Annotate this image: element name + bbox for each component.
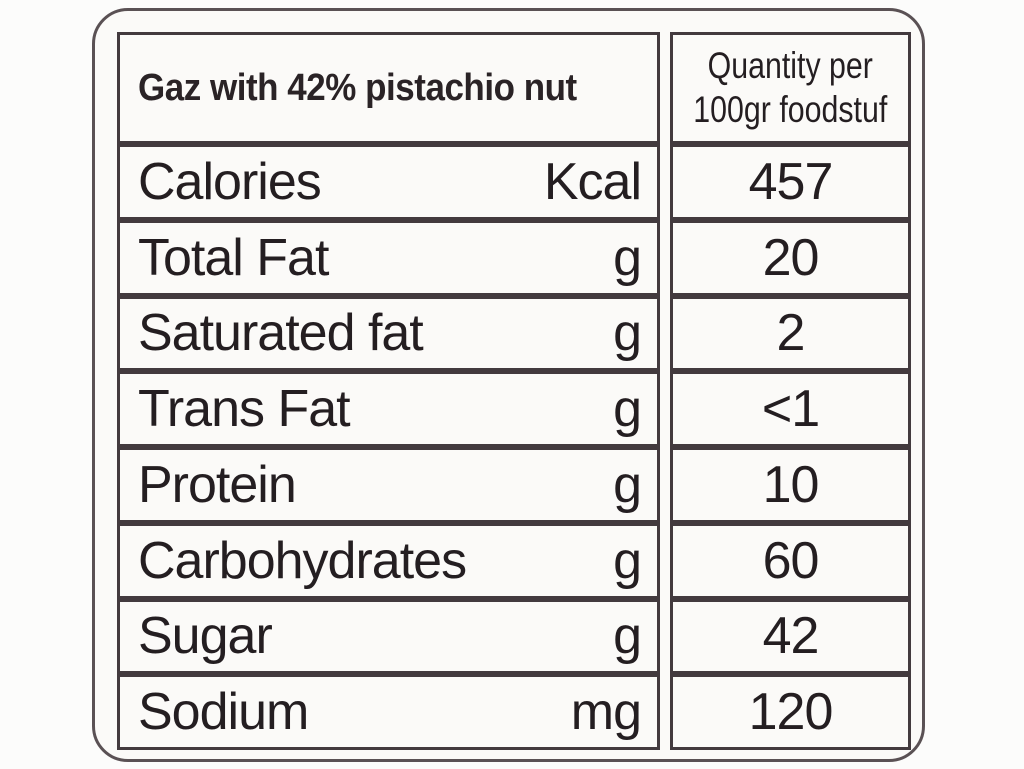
value-cell: 20 [673,223,908,293]
value-cell: 120 [673,677,908,747]
quantity-header-cell: Quantity per 100gr foodstuf [673,35,908,141]
row-divider [673,444,908,450]
row-divider [673,216,908,223]
row-divider [120,519,657,526]
table-row: Sodium mg [120,677,657,747]
nutrient-value: <1 [761,380,820,439]
row-divider [673,595,908,602]
value-cell: 60 [673,526,908,596]
table-row: Total Fat g [120,223,657,293]
quantity-header-line1: Quantity per [707,45,874,87]
value-cell: 42 [673,602,908,672]
row-divider [120,292,657,299]
row-divider [120,368,657,375]
nutrient-value: 457 [748,152,834,211]
nutrients-column: Gaz with 42% pistachio nut Calories Kcal… [117,32,660,750]
quantity-header: Quantity per 100gr foodstuf [694,44,888,131]
nutrient-name: Sugar [138,607,273,666]
nutrient-name: Saturated fat [138,304,424,363]
quantity-header-line2: 100gr foodstuf [693,89,888,130]
table-row: Trans Fat g [120,374,657,444]
row-divider [120,444,657,450]
nutrient-value: 20 [762,228,820,287]
nutrient-unit: g [613,607,642,666]
nutrient-unit: g [613,380,642,439]
nutrient-unit: mg [570,683,642,742]
nutrient-unit: g [613,531,642,590]
nutrient-name: Calories [138,152,322,211]
nutrient-value: 2 [776,304,806,363]
table-row: Carbohydrates g [120,526,657,596]
nutrient-name: Carbohydrates [138,531,467,590]
row-divider [673,368,908,375]
nutrient-value: 120 [748,683,834,742]
nutrient-unit: g [613,228,642,287]
table-row: Sugar g [120,602,657,672]
value-cell: <1 [673,374,908,444]
value-cell: 2 [673,299,908,369]
nutrient-value: 10 [762,455,820,514]
table-row: Calories Kcal [120,147,657,217]
nutrient-unit: g [613,455,642,514]
label-outer-border: Gaz with 42% pistachio nut Calories Kcal… [92,8,925,762]
nutrient-name: Sodium [138,683,309,742]
nutrient-value: 42 [762,607,820,666]
nutrient-name: Trans Fat [138,380,351,439]
row-divider [673,141,908,147]
nutrient-name: Total Fat [138,228,329,287]
product-title: Gaz with 42% pistachio nut [138,66,577,109]
table-row: Protein g [120,450,657,520]
row-divider [673,519,908,526]
nutrient-unit: g [613,304,642,363]
value-cell: 10 [673,450,908,520]
row-divider [673,671,908,678]
row-divider [120,595,657,602]
nutrient-name: Protein [138,455,297,514]
row-divider [120,216,657,223]
nutrient-value: 60 [762,531,820,590]
nutrient-unit: Kcal [543,152,642,211]
row-divider [120,141,657,147]
product-title-cell: Gaz with 42% pistachio nut [120,35,657,141]
table-row: Saturated fat g [120,299,657,369]
quantity-column: Quantity per 100gr foodstuf 457 20 2 <1 [670,32,911,750]
value-cell: 457 [673,147,908,217]
row-divider [673,292,908,299]
row-divider [120,671,657,678]
